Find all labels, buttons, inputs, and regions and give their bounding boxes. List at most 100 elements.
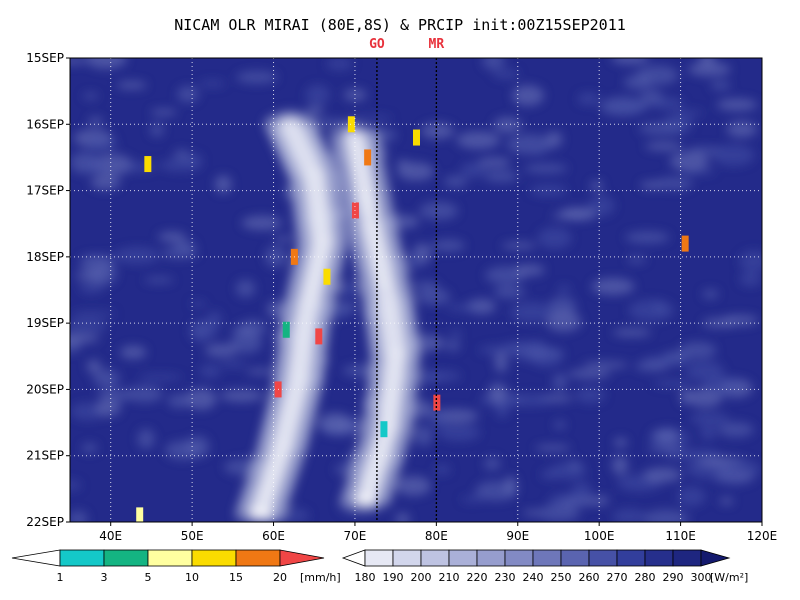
olr-texture-blob [613,437,628,448]
axes: 40E 50E 60E 70E 80E 90E 100E 110E 120E 15SEP 16SEP… [26,51,777,543]
olr-texture-blob [710,81,732,90]
x-tick-label: 120E [747,529,778,543]
precip-colorbar-label: 15 [229,571,243,584]
olr-texture-blob [95,399,121,417]
olr-colorbar-label: 270 [607,571,628,584]
olr-texture-blob [652,97,684,110]
olr-texture-blob [138,373,183,381]
olr-texture-blob [534,444,571,452]
olr-colorbar-swatch [504,549,534,567]
olr-colorbar-swatch [476,549,506,567]
olr-texture-blob [590,180,603,191]
olr-texture-blob [70,480,82,490]
olr-texture-blob [305,84,330,105]
olr-texture-blob [537,504,580,522]
olr-texture-blob [502,341,536,353]
olr-texture-blob [445,339,461,352]
olr-texture-blob [419,370,462,382]
marker-label: MR [429,37,445,52]
olr-texture-blob [90,175,121,190]
olr-texture-blob [449,329,463,338]
olr-colorbar-swatch [560,549,590,567]
olr-texture-blob [567,369,611,379]
olr-texture-blob [679,389,692,404]
olr-texture-blob [80,254,114,261]
olr-texture-blob [167,393,191,409]
precip-cell [136,507,144,522]
olr-colorbar-swatch [532,549,562,567]
olr-texture-blob [678,341,717,359]
olr-texture-blob [190,300,207,308]
olr-colorbar-label: 200 [411,571,432,584]
precip-cell [282,321,290,338]
precip-colorbar-swatch [235,549,281,567]
olr-colorbar-label: 210 [439,571,460,584]
precip-colorbar-label: 5 [145,571,152,584]
olr-colorbar-swatch [448,549,478,567]
olr-texture-blob [506,134,554,155]
olr-texture-blob [477,157,511,168]
olr-colorbar-lower-arrow [341,549,366,567]
olr-texture-blob [82,92,99,100]
precip-colorbar-lower-arrow [11,549,61,567]
olr-texture-blob [612,328,652,337]
olr-texture-blob [326,58,353,71]
precip-colorbar-swatch [103,549,149,567]
olr-texture-blob [199,364,221,378]
olr-texture-blob [636,65,679,86]
olr-texture-blob [443,175,468,188]
olr-texture-blob [625,231,670,244]
olr-colorbar-upper-arrow [700,549,731,567]
precip-colorbar-swatch [191,549,237,567]
olr-texture-blob [84,134,118,152]
olr-colorbar-swatch [616,549,646,567]
y-tick-label: 19SEP [26,316,64,330]
olr-texture-blob [594,496,610,505]
x-tick-label: 110E [665,529,696,543]
olr-texture-blob [552,373,567,391]
olr-texture-blob [611,455,628,475]
olr-colorbar-label: 180 [355,571,376,584]
olr-texture-blob [669,151,709,171]
olr-texture-blob [643,467,682,483]
olr-field [70,58,762,522]
olr-texture-blob [511,85,545,106]
olr-texture-blob [88,263,117,286]
olr-colorbar-label: 290 [663,571,684,584]
precip-colorbar-swatch [147,549,193,567]
olr-colorbar-swatch [588,549,618,567]
olr-texture-blob [739,271,762,287]
olr-texture-blob [185,435,210,458]
x-tick-label: 50E [181,529,204,543]
olr-colorbar-label: 250 [551,571,572,584]
plot-area: GO MR [69,37,763,523]
olr-texture-blob [97,388,133,402]
precip-cell [347,116,355,133]
olr-texture-blob [493,117,522,133]
olr-texture-blob [80,156,112,175]
olr-texture-blob [577,92,600,106]
olr-texture-blob [663,113,693,134]
olr-texture-blob [588,195,615,216]
olr-texture-blob [653,379,692,388]
olr-colorbar-unit: [W/m²] [710,571,748,584]
olr-colorbar-label: 220 [467,571,488,584]
olr-colorbar-label: 230 [495,571,516,584]
y-tick-label: 16SEP [26,117,64,131]
location-markers: GO MR [369,37,444,522]
olr-texture-blob [501,242,537,250]
olr-texture-blob [336,281,367,297]
olr-texture-blob [219,389,264,402]
olr-texture-blob [177,86,199,103]
olr-texture-blob [575,387,606,404]
olr-colorbar-label: 280 [635,571,656,584]
olr-texture-blob [241,215,283,231]
olr-colorbar-label: 240 [523,571,544,584]
olr-texture-blob [642,509,690,522]
olr-texture-blob [456,131,501,149]
olr-texture-blob [514,264,545,276]
olr-texture-blob [160,248,199,259]
y-tick-label: 22SEP [26,515,64,529]
olr-texture-blob [716,98,758,111]
